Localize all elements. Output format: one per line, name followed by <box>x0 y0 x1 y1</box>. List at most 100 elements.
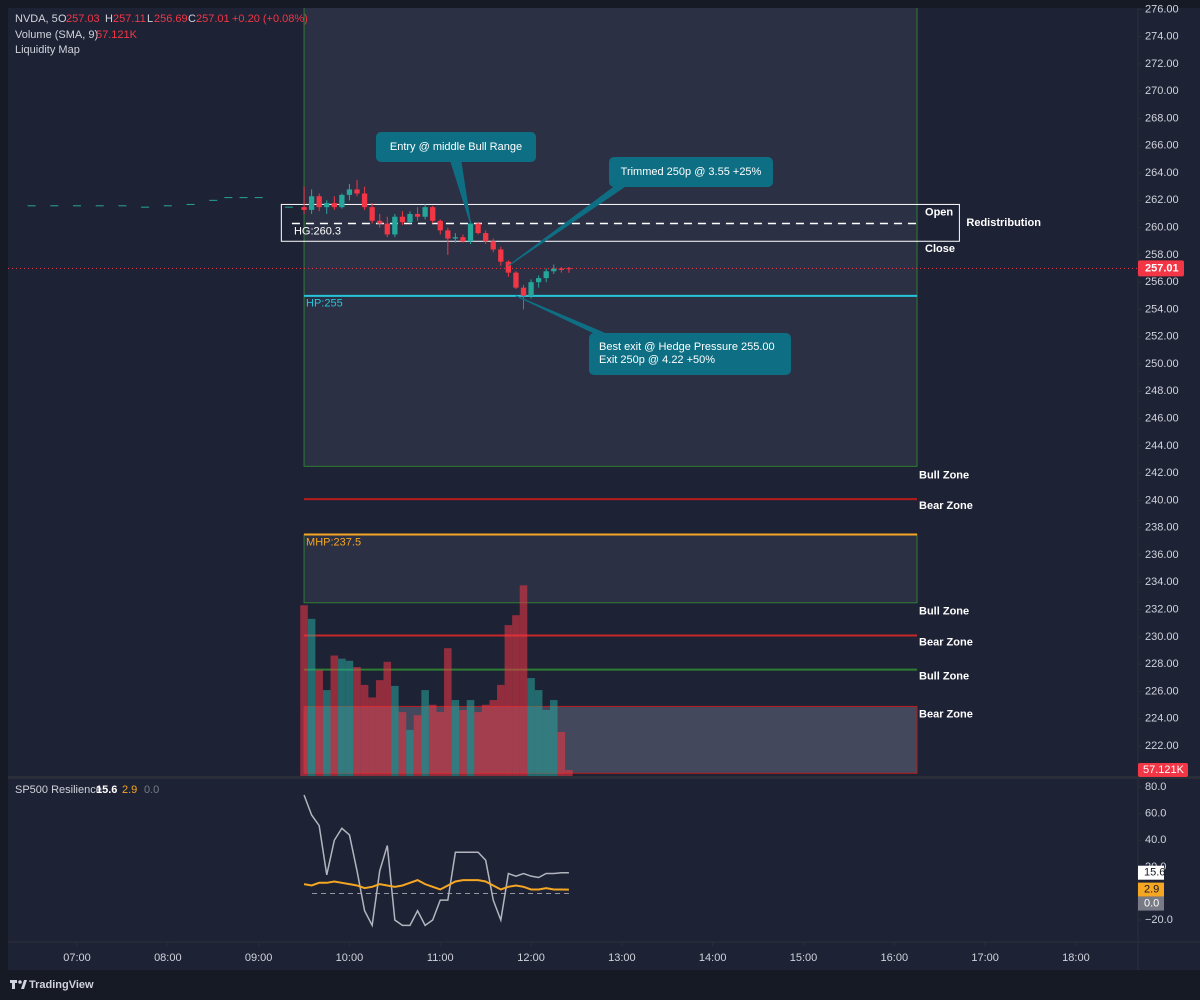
candle-body <box>384 223 390 235</box>
frame <box>0 0 8 1000</box>
level-label: Bear Zone <box>919 500 973 512</box>
volume-bar <box>444 648 452 776</box>
volume-bar <box>391 685 399 776</box>
y-tick-label: 274.00 <box>1145 31 1179 43</box>
open-label: O <box>58 13 67 25</box>
x-tick-label: 13:00 <box>608 952 636 964</box>
volume-bar <box>436 712 445 776</box>
y-tick-label: 266.00 <box>1145 140 1179 152</box>
indicator-line <box>303 794 569 928</box>
callout-box <box>376 132 536 162</box>
candle-body <box>339 194 345 208</box>
y-tick-label: 242.00 <box>1145 467 1179 479</box>
volume-bar <box>406 729 414 776</box>
volume-bar <box>383 661 392 776</box>
volume-bar <box>459 710 467 776</box>
y-tick-label: −20.0 <box>1145 914 1173 926</box>
candle-body <box>460 237 466 242</box>
volume-bar <box>338 658 346 776</box>
footer <box>0 970 1200 1000</box>
candle-body <box>369 207 375 221</box>
overlay-title: Liquidity Map <box>15 44 80 56</box>
indicator-marker <box>1138 896 1164 911</box>
candle-body <box>445 230 451 239</box>
candle-body <box>452 237 459 239</box>
volume-value: 57.121K <box>96 29 138 41</box>
candle-body <box>361 193 368 208</box>
x-tick-label: 10:00 <box>336 952 364 964</box>
x-tick-label: 15:00 <box>790 952 818 964</box>
y-tick-label: 236.00 <box>1145 549 1179 561</box>
y-tick-label: 252.00 <box>1145 331 1179 343</box>
x-tick-label: 16:00 <box>881 952 909 964</box>
candle-body <box>520 287 527 296</box>
close-value: 257.01 <box>196 13 230 25</box>
candle-body <box>308 196 315 210</box>
zone-label: Bull Zone <box>919 606 969 618</box>
x-tick-label: 18:00 <box>1062 952 1090 964</box>
indicator-marker <box>1138 865 1164 880</box>
candle-body <box>399 216 406 223</box>
candle-body <box>558 268 564 270</box>
volume-bar <box>413 715 422 776</box>
symbol: NVDA, 5 <box>15 13 58 25</box>
callout-box <box>589 333 791 375</box>
callout-box <box>609 157 773 187</box>
candle-body <box>475 223 481 234</box>
candle-body <box>483 233 489 242</box>
volume-bar <box>512 615 520 776</box>
y-tick-label: 226.00 <box>1145 685 1179 697</box>
candle-body <box>346 189 353 195</box>
candle-body <box>301 207 307 210</box>
y-tick-label: 234.00 <box>1145 576 1179 588</box>
volume-bar <box>375 680 384 776</box>
zone-label: Open <box>925 206 953 218</box>
indicator-marker-label: 15.6 <box>1144 867 1165 879</box>
level-label: Bear Zone <box>919 636 973 648</box>
y-tick-label: 258.00 <box>1145 249 1179 261</box>
volume-bar <box>474 712 482 776</box>
indicator-pane <box>303 794 569 928</box>
level-label: HG:260.3 <box>294 225 341 237</box>
x-tick-label: 17:00 <box>971 952 999 964</box>
y-tick-label: 244.00 <box>1145 440 1179 452</box>
candle-body <box>316 196 322 208</box>
volume-bar <box>549 700 558 776</box>
zone-label: Bull Zone <box>919 469 969 481</box>
candle-body <box>551 268 557 272</box>
y-tick-label: 250.00 <box>1145 358 1179 370</box>
candle-body <box>407 213 413 223</box>
volume-bar <box>527 678 535 776</box>
zone-box <box>303 8 918 467</box>
y-tick-label: 262.00 <box>1145 194 1179 206</box>
candle-body <box>528 282 534 296</box>
level-label: HP:255 <box>306 298 343 310</box>
volume-bar <box>481 704 490 776</box>
candle-body <box>414 213 421 217</box>
y-tick-label: 60.0 <box>1145 808 1166 820</box>
zone-box <box>280 203 960 242</box>
volume-bar <box>542 710 550 776</box>
candle-body <box>498 249 504 262</box>
x-tick-label: 12:00 <box>517 952 545 964</box>
low-value: 256.69 <box>154 13 188 25</box>
volume-bar <box>504 625 513 776</box>
zone-label: Bear Zone <box>919 708 973 720</box>
y-tick-label: 276.00 <box>1145 3 1179 15</box>
callout-text: Trimmed 250p @ 3.55 +25% <box>621 166 762 178</box>
indicator-marker <box>1138 882 1164 897</box>
x-tick-label: 14:00 <box>699 952 727 964</box>
candle-body <box>422 207 428 217</box>
indicator-line <box>303 879 569 891</box>
y-tick-label: 264.00 <box>1145 167 1179 179</box>
volume-bar <box>534 690 543 776</box>
level-label: Bull Zone <box>919 671 969 683</box>
candle-body <box>430 207 436 221</box>
candle-body <box>513 272 519 288</box>
indicator-value: 2.9 <box>122 784 137 796</box>
low-label: L <box>147 13 153 25</box>
y-tick-label: 40.0 <box>1145 834 1166 846</box>
zone-label: Redistribution <box>966 217 1041 229</box>
volume-bar <box>421 690 429 776</box>
